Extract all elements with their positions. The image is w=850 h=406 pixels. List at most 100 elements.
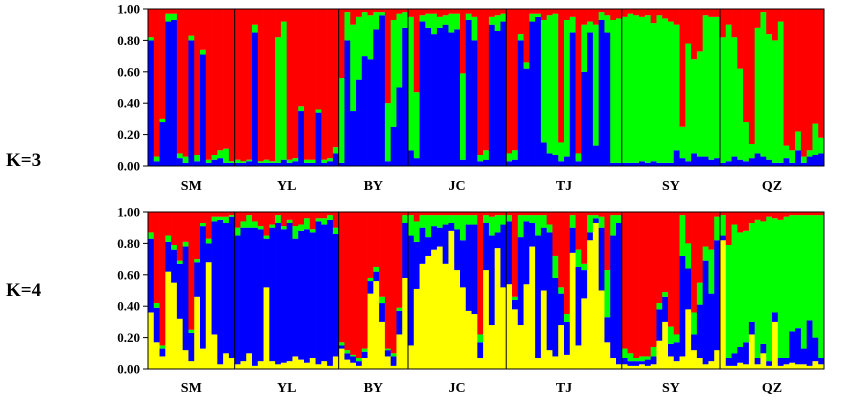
bar-segment <box>644 15 652 163</box>
bar-segment <box>725 365 732 369</box>
bar-segment <box>384 161 392 166</box>
bar-segment <box>332 233 340 357</box>
bar-segment <box>812 123 819 156</box>
bar-segment <box>494 15 501 31</box>
bar-segment <box>627 353 634 362</box>
bar-segment <box>587 32 594 166</box>
bar-segment <box>772 212 779 219</box>
bar-segment <box>627 212 634 354</box>
bar-segment <box>379 321 386 369</box>
bar-segment <box>332 212 340 228</box>
bar-segment <box>408 212 415 216</box>
bar-segment <box>350 24 357 112</box>
bar-segment <box>286 222 293 362</box>
bar-segment <box>327 9 334 159</box>
bar-segment <box>448 13 455 33</box>
bar-segment <box>569 9 576 17</box>
bar-segment <box>298 111 305 166</box>
bar-segment <box>737 212 744 233</box>
bar-segment <box>662 212 669 293</box>
bar-segment <box>673 334 680 343</box>
bar-segment <box>552 277 559 357</box>
bar-segment <box>650 356 657 365</box>
bar-segment <box>656 15 663 163</box>
bar-segment <box>691 312 698 335</box>
y-tick-label: 0.20 <box>117 330 140 345</box>
plot-frame <box>147 211 825 370</box>
bar-segment <box>194 155 201 162</box>
bar-segment <box>656 9 663 16</box>
bar-segment <box>743 122 750 162</box>
bar-segment <box>176 212 184 261</box>
bar-segment <box>350 9 357 25</box>
bar-segment <box>477 342 484 359</box>
bar-segment <box>269 9 276 162</box>
bar-segment <box>708 9 715 17</box>
bar-segment <box>454 212 461 216</box>
bar-segment <box>488 216 496 236</box>
bar-segment <box>575 212 582 250</box>
bar-segment <box>384 356 392 369</box>
bar-segment <box>644 359 652 366</box>
bar-segment <box>234 212 241 228</box>
bar-segment <box>488 24 496 167</box>
bar-segment <box>512 150 519 160</box>
bar-segment <box>552 212 559 256</box>
bar-segment <box>332 227 340 234</box>
bar-segment <box>517 34 524 41</box>
bar-segment <box>465 212 472 216</box>
bar-segment <box>419 212 426 216</box>
bar-segment <box>246 9 253 160</box>
bar-segment <box>327 215 334 220</box>
bar-segment <box>200 222 207 227</box>
bar-segment <box>223 353 230 369</box>
bar-segment <box>384 103 392 162</box>
bar-segment <box>639 361 646 365</box>
panel-k4: SM YL BY JC TJ SY QZ 0.00 0.20 0.40 0.60 0.80 1.00 <box>117 205 825 396</box>
bar-segment <box>477 358 484 369</box>
bar-segment <box>714 212 721 217</box>
bar-segment <box>234 227 241 236</box>
bar-segment <box>668 212 675 327</box>
bar-segment <box>159 356 166 369</box>
bar-segment <box>471 212 478 216</box>
population-label: QZ <box>762 179 782 194</box>
bar-segment <box>523 284 530 369</box>
bar-segment <box>523 9 530 63</box>
bar-segment <box>309 358 316 369</box>
bar-segment <box>488 16 496 25</box>
bar-segment <box>448 222 455 231</box>
bar-segment <box>257 162 264 166</box>
bar-segment <box>153 212 160 304</box>
bar-segment <box>257 361 264 369</box>
bar-segment <box>639 356 646 362</box>
y-tick-label: 0.00 <box>117 159 140 174</box>
bar-segment <box>292 9 299 159</box>
bar-segment <box>708 293 715 362</box>
bar-segment <box>413 221 420 242</box>
bar-segment <box>165 241 172 272</box>
bar-segment <box>748 212 756 223</box>
bar-segment <box>575 266 582 346</box>
bar-segment <box>153 303 160 308</box>
bar-segment <box>540 19 548 143</box>
bar-segment <box>176 260 184 264</box>
bar-segment <box>465 215 472 225</box>
bar-segment <box>252 221 259 228</box>
bar-segment <box>598 12 605 20</box>
bar-segment <box>581 9 588 25</box>
bar-segment <box>564 321 571 355</box>
bar-segment <box>610 235 617 359</box>
bar-segment <box>783 216 790 359</box>
bar-segment <box>188 332 195 362</box>
population-label: QZ <box>762 381 782 396</box>
bar-segment <box>148 9 155 38</box>
bar-segment <box>731 156 738 166</box>
bar-segment <box>402 212 409 216</box>
bar-segment <box>552 13 559 156</box>
bar-segment <box>494 9 501 16</box>
bar-segment <box>650 364 657 369</box>
bar-segment <box>211 334 218 369</box>
bar-segment <box>795 9 802 132</box>
bar-segment <box>228 216 236 359</box>
